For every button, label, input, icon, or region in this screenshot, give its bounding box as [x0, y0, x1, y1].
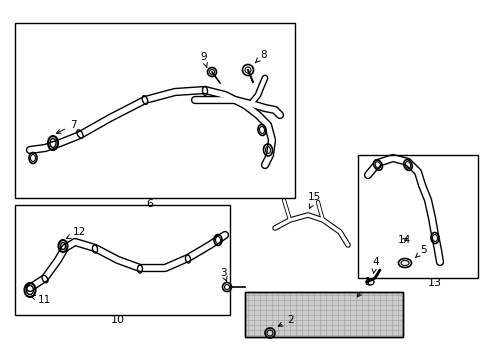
Bar	[245, 292, 403, 337]
Text: 9: 9	[200, 52, 207, 67]
Bar	[245, 292, 403, 337]
Text: 8: 8	[255, 50, 267, 63]
Text: 12: 12	[67, 227, 86, 238]
Text: 15: 15	[308, 192, 321, 208]
Bar	[15, 23, 295, 198]
Text: 10: 10	[111, 315, 125, 325]
Text: 13: 13	[428, 278, 442, 288]
Bar	[358, 155, 478, 278]
Text: 11: 11	[31, 295, 51, 305]
Bar	[15, 205, 230, 315]
Text: 2: 2	[278, 315, 294, 326]
Text: 5: 5	[415, 245, 427, 258]
Text: 4: 4	[372, 257, 379, 273]
Text: 1: 1	[357, 277, 371, 297]
Text: 3: 3	[220, 268, 227, 281]
Text: 7: 7	[56, 120, 76, 133]
Text: 6: 6	[147, 199, 153, 209]
Text: 14: 14	[398, 235, 411, 245]
